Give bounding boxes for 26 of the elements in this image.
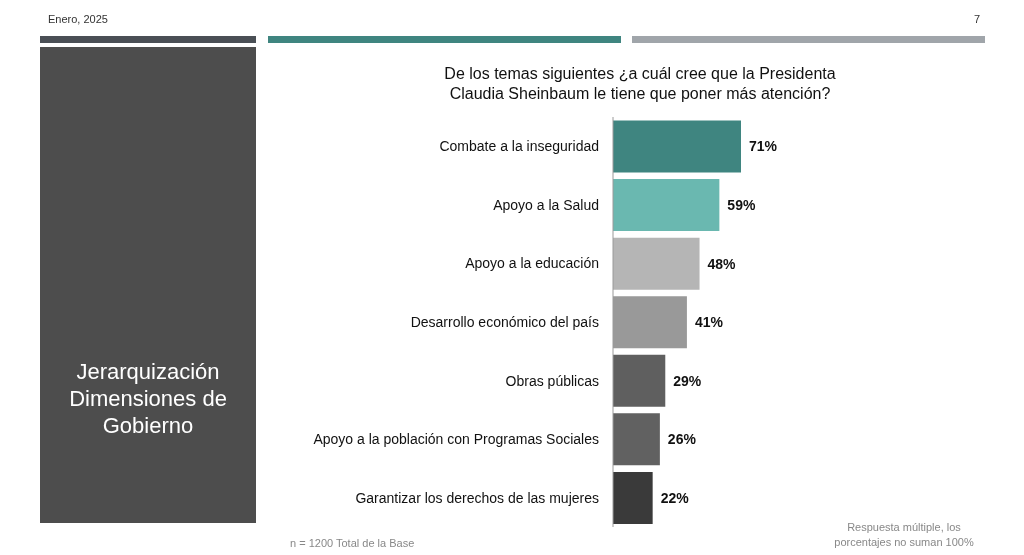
y-tick-label: Apoyo a la población con Programas Sociales [313,431,599,448]
y-tick-label: Garantizar los derechos de las mujeres [355,489,599,506]
data-label: 48% [707,255,737,272]
y-tick-label: Obras públicas [505,372,599,389]
text: Enero, 2025 [48,13,108,25]
bar [613,354,666,407]
chart-title: De los temas siguientes ¿a cuál cree que la Presidenta Claudia Sheinbaum le tiene que poner más atención? [443,64,837,104]
bar [613,120,741,173]
data-label: 59% [727,197,756,214]
data-label: 41% [694,314,724,331]
y-tick-label: Apoyo a la educación [465,255,599,272]
text: Respuesta múltiple, los porcentajes no suman 100% [833,520,975,550]
text: 7 [973,13,980,25]
bar [613,471,653,524]
bar [613,413,660,466]
data-label: 29% [673,372,702,389]
y-tick-label: Combate a la inseguridad [439,138,599,155]
data-label: 71% [749,138,778,155]
y-tick-label: Desarrollo económico del país [410,313,599,330]
text: Jerarquización Dimensiones de Gobierno [68,358,228,439]
data-label: 26% [667,431,697,448]
text: n = 1200 Total de la Base [290,537,415,549]
y-tick-label: Apoyo a la Salud [493,196,599,213]
bar [613,179,720,232]
bar [613,237,700,290]
data-label: 22% [660,489,690,506]
